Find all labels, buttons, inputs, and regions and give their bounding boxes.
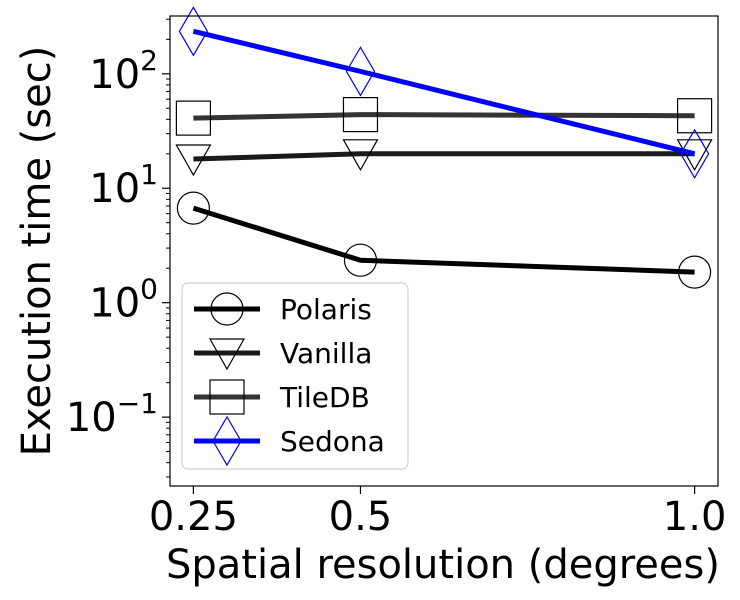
y-axis-ticks: 102 101 100 10−1 xyxy=(66,18,170,478)
plot-frame xyxy=(169,15,719,487)
legend-label-polaris: Polaris xyxy=(280,293,372,326)
data-point-vanilla xyxy=(175,144,212,177)
legend-marker-sedona xyxy=(212,415,242,467)
data-point-sedona xyxy=(679,128,710,179)
data-point-tiledb xyxy=(342,97,379,133)
legend-label-vanilla: Vanilla xyxy=(280,337,372,370)
series-line-sedona xyxy=(192,28,696,157)
y-tick-label: 102 xyxy=(89,44,158,98)
data-point-sedona xyxy=(178,6,209,57)
data-point-tiledb xyxy=(677,98,713,134)
legend-label-tiledb: TileDB xyxy=(279,381,370,414)
legend-marker-polaris xyxy=(210,292,244,326)
x-tick-label: 0.25 xyxy=(149,494,238,540)
series-layer xyxy=(175,6,713,289)
x-tick-label: 1.0 xyxy=(663,494,727,540)
y-tick-label: 10−1 xyxy=(66,387,158,441)
series-line-vanilla xyxy=(193,151,695,162)
legend-marker-tiledb xyxy=(209,379,245,415)
series-line-polaris xyxy=(192,205,695,275)
data-point-sedona xyxy=(345,46,376,97)
x-axis-title: Spatial resolution (degrees) xyxy=(166,542,720,588)
data-point-polaris xyxy=(343,243,378,277)
series-line-tiledb xyxy=(193,112,695,121)
data-point-polaris xyxy=(176,191,210,225)
y-tick-label: 100 xyxy=(89,273,158,327)
legend: Polaris Vanilla TileDB Sedona xyxy=(181,282,409,470)
legend-box xyxy=(181,282,409,470)
x-axis-ticks: 0.25 0.5 1.0 xyxy=(149,486,727,540)
data-point-vanilla xyxy=(676,139,713,172)
x-tick-label: 0.5 xyxy=(329,494,393,540)
data-point-vanilla xyxy=(342,139,379,172)
legend-marker-vanilla xyxy=(208,338,246,371)
legend-label-sedona: Sedona xyxy=(280,425,385,458)
data-point-tiledb xyxy=(175,100,211,136)
y-tick-label: 101 xyxy=(89,158,158,212)
y-axis-title: Execution time (sec) xyxy=(14,46,60,457)
data-point-polaris xyxy=(678,255,712,289)
